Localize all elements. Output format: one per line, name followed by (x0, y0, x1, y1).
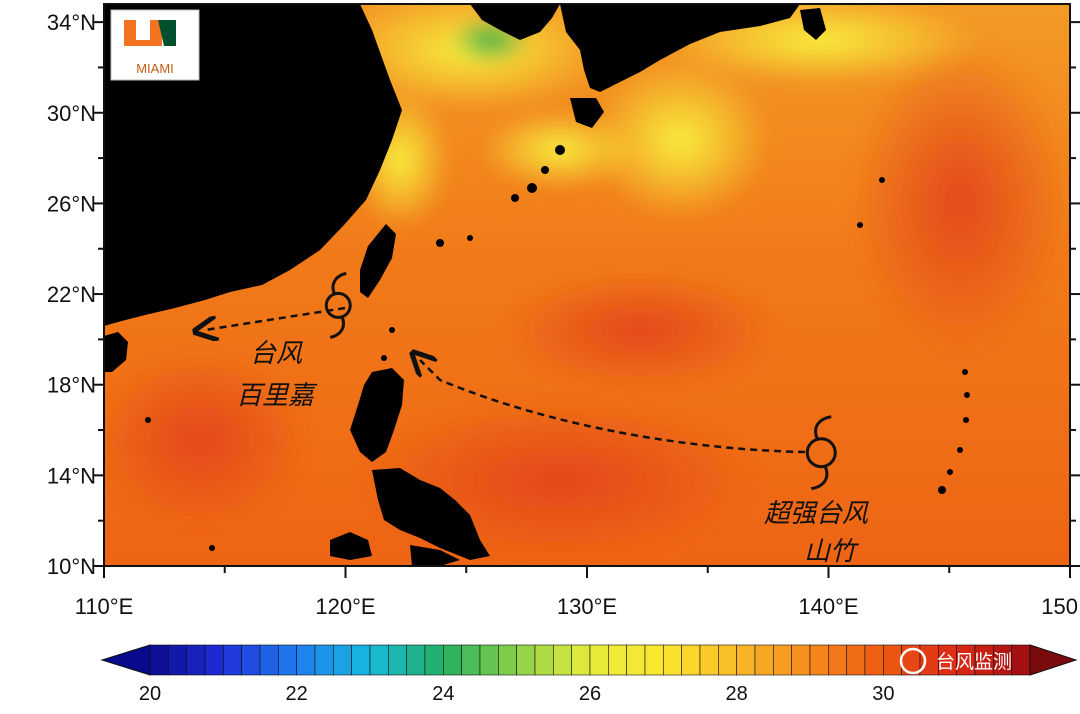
colorbar-tick-label: 24 (432, 683, 454, 705)
mangkhut-track-arrow (420, 360, 806, 454)
colorbar-tick-label: 30 (872, 683, 894, 705)
colorbar-segment (553, 644, 572, 676)
watermark: 台风监测 中国水产频道 (899, 647, 1021, 699)
lon-tick-label: 130°E (557, 594, 617, 619)
colorbar-segment (498, 644, 517, 676)
lon-tick-label: 120°E (315, 594, 375, 619)
colorbar-segment (736, 644, 756, 676)
watermark-site-text: 中国水产频道 (904, 677, 1021, 699)
lat-tick-label: 10°N (47, 554, 96, 579)
lon-tick-label: 140°E (798, 594, 858, 619)
land-mask (104, 4, 970, 566)
lon-tick-label: 150 (1041, 594, 1078, 619)
colorbar-segment (809, 644, 829, 676)
colorbar-segment (241, 644, 261, 676)
colorbar-segment (186, 644, 206, 676)
colorbar-segment (406, 644, 426, 676)
latitude-axis: 34°N 30°N 26°N 22°N 18°N 14°N 10°N (47, 10, 1080, 579)
colorbar-segment (644, 644, 664, 676)
colorbar-segment (608, 644, 627, 676)
wechat-icon (899, 647, 927, 675)
colorbar-segment (259, 644, 279, 676)
colorbar-segment (681, 644, 701, 676)
lat-tick-label: 18°N (47, 373, 96, 398)
colorbar-segment (223, 644, 242, 676)
colorbar-tick-labels: 20 22 24 26 28 30 (139, 683, 895, 705)
lat-tick-label: 26°N (47, 191, 96, 216)
colorbar-segment (351, 644, 371, 676)
longitude-axis: 110°E 120°E 130°E 140°E 150 (75, 566, 1078, 619)
colorbar-segment (149, 644, 169, 676)
colorbar-segment (314, 644, 334, 676)
logo-text: MIAMI (136, 61, 174, 76)
lat-tick-label: 22°N (47, 282, 96, 307)
colorbar-segment (424, 644, 444, 676)
typhoon-label-barijat-line1: 台风 (250, 339, 303, 369)
colorbar-tick-label: 28 (726, 683, 748, 705)
colorbar-segment (168, 644, 187, 676)
colorbar-segment (333, 644, 352, 676)
colorbar-segment (791, 644, 811, 676)
university-of-miami-logo: MIAMI (110, 9, 200, 81)
colorbar-max-arrow (1029, 644, 1078, 676)
lon-tick-label: 110°E (75, 594, 134, 619)
sea-surface-temperature-field (104, 4, 1070, 566)
typhoon-label-barijat-line2: 百里嘉 (236, 381, 318, 411)
colorbar-segment (663, 644, 682, 676)
colorbar-tick-label: 22 (286, 683, 308, 705)
logo-u-left-icon (124, 20, 162, 46)
typhoon-symbol-icon (805, 415, 837, 491)
colorbar-segment (571, 644, 591, 676)
colorbar-segment (754, 644, 774, 676)
lat-tick-label: 34°N (47, 10, 96, 35)
colorbar-segment (828, 644, 847, 676)
colorbar-segment (718, 644, 737, 676)
colorbar-segment (296, 644, 316, 676)
temperature-colorbar (100, 644, 1078, 676)
colorbar-segment (443, 644, 462, 676)
lat-tick-label: 14°N (47, 463, 96, 488)
colorbar-segment (516, 644, 536, 676)
colorbar-tick-label: 20 (139, 683, 161, 705)
colorbar-tick-label: 26 (579, 683, 601, 705)
colorbar-segment (369, 644, 389, 676)
lat-tick-label: 30°N (47, 101, 96, 126)
typhoon-symbol-icon (324, 271, 352, 339)
colorbar-segment (864, 644, 884, 676)
colorbar-segment (883, 644, 902, 676)
colorbar-segment (278, 644, 297, 676)
colorbar-segment (699, 644, 719, 676)
colorbar-segment (388, 644, 407, 676)
watermark-badge-text: 台风监测 (936, 651, 1012, 673)
colorbar-segment (846, 644, 866, 676)
typhoon-label-mangkhut-line2: 山竹 (804, 537, 860, 567)
colorbar-segment (589, 644, 609, 676)
colorbar-min-arrow (100, 644, 151, 676)
colorbar-segment (773, 644, 792, 676)
colorbar-segment (204, 644, 224, 676)
colorbar-segment (626, 644, 646, 676)
logo-u-right-icon (158, 20, 176, 46)
colorbar-segment (461, 644, 481, 676)
colorbar-segment (479, 644, 499, 676)
typhoon-label-mangkhut-line1: 超强台风 (764, 499, 869, 529)
colorbar-segment (534, 644, 554, 676)
